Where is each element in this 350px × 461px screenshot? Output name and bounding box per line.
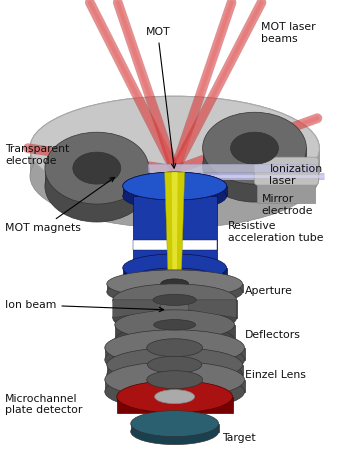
- FancyBboxPatch shape: [148, 164, 317, 172]
- FancyBboxPatch shape: [254, 157, 318, 185]
- Text: Microchannel
plate detector: Microchannel plate detector: [5, 394, 82, 415]
- Polygon shape: [172, 172, 178, 425]
- Ellipse shape: [153, 294, 196, 306]
- Polygon shape: [113, 300, 237, 318]
- Ellipse shape: [73, 152, 121, 184]
- Ellipse shape: [113, 284, 237, 316]
- Ellipse shape: [105, 374, 245, 410]
- Ellipse shape: [123, 172, 226, 200]
- Polygon shape: [107, 365, 243, 375]
- Ellipse shape: [203, 130, 306, 202]
- Polygon shape: [105, 380, 245, 392]
- Ellipse shape: [147, 339, 203, 357]
- Polygon shape: [133, 196, 217, 278]
- Ellipse shape: [154, 319, 196, 330]
- Ellipse shape: [115, 325, 234, 355]
- Ellipse shape: [107, 270, 243, 298]
- Text: Aperture: Aperture: [245, 286, 292, 296]
- Ellipse shape: [231, 132, 279, 164]
- Text: Einzel Lens: Einzel Lens: [245, 370, 306, 380]
- Polygon shape: [131, 424, 218, 431]
- Ellipse shape: [123, 254, 226, 282]
- Polygon shape: [258, 168, 315, 203]
- Polygon shape: [117, 396, 167, 413]
- Ellipse shape: [30, 124, 319, 228]
- Text: MOT: MOT: [145, 27, 176, 168]
- Ellipse shape: [131, 411, 218, 437]
- Ellipse shape: [113, 302, 237, 334]
- Ellipse shape: [107, 358, 243, 392]
- Text: Deflectors: Deflectors: [245, 330, 300, 340]
- Ellipse shape: [123, 182, 226, 210]
- Ellipse shape: [105, 362, 245, 398]
- Text: Mirror
electrode: Mirror electrode: [261, 194, 313, 216]
- Ellipse shape: [107, 278, 243, 306]
- Polygon shape: [123, 186, 226, 196]
- Ellipse shape: [117, 381, 232, 413]
- Ellipse shape: [131, 419, 218, 444]
- Ellipse shape: [155, 390, 195, 404]
- Polygon shape: [183, 396, 232, 413]
- Ellipse shape: [123, 264, 226, 292]
- Ellipse shape: [47, 114, 157, 190]
- Text: Ionization
laser: Ionization laser: [270, 164, 323, 186]
- Ellipse shape: [105, 330, 245, 366]
- Ellipse shape: [45, 150, 149, 222]
- Text: Target: Target: [222, 432, 255, 443]
- Polygon shape: [113, 300, 161, 318]
- Polygon shape: [45, 168, 149, 186]
- Polygon shape: [30, 148, 319, 176]
- Polygon shape: [123, 268, 226, 278]
- Ellipse shape: [30, 96, 319, 200]
- FancyBboxPatch shape: [133, 240, 217, 250]
- Text: MOT magnets: MOT magnets: [5, 177, 114, 233]
- Polygon shape: [115, 325, 234, 340]
- Ellipse shape: [107, 348, 243, 382]
- Ellipse shape: [147, 371, 203, 389]
- Text: Transparent
electrode: Transparent electrode: [5, 144, 69, 166]
- Ellipse shape: [30, 96, 319, 200]
- Ellipse shape: [115, 310, 234, 340]
- Ellipse shape: [190, 127, 306, 197]
- Ellipse shape: [123, 172, 226, 200]
- Ellipse shape: [133, 268, 217, 288]
- Ellipse shape: [147, 356, 202, 373]
- Polygon shape: [189, 300, 237, 318]
- Ellipse shape: [45, 132, 149, 204]
- Polygon shape: [203, 148, 306, 166]
- Polygon shape: [165, 172, 185, 425]
- Ellipse shape: [188, 114, 307, 190]
- Text: Resistive
acceleration tube: Resistive acceleration tube: [228, 221, 323, 243]
- Ellipse shape: [203, 112, 306, 184]
- Polygon shape: [107, 284, 243, 292]
- Text: Ion beam: Ion beam: [5, 300, 164, 312]
- Text: MOT laser
beams: MOT laser beams: [261, 23, 316, 44]
- Polygon shape: [105, 348, 245, 360]
- Ellipse shape: [105, 342, 245, 378]
- Ellipse shape: [49, 127, 155, 197]
- Ellipse shape: [161, 279, 189, 289]
